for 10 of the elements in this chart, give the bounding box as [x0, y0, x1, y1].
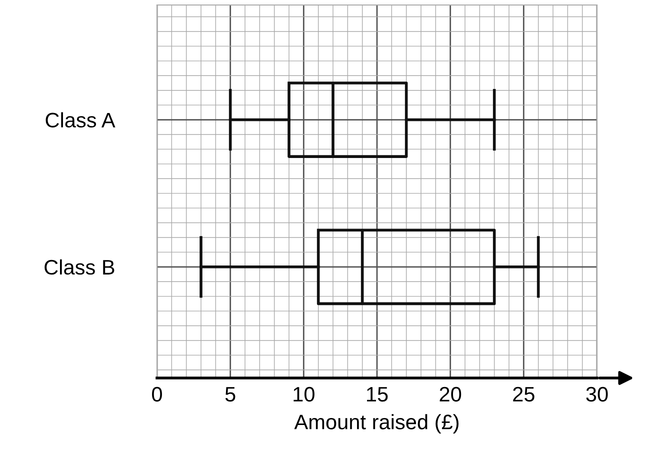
y-tick-label: Class A: [46, 112, 116, 128]
x-tick-label: 5: [225, 387, 236, 402]
x-tick-label: 0: [152, 386, 162, 402]
x-tick-label: 30: [586, 386, 608, 402]
x-axis-title: Amount raised (£): [294, 414, 458, 434]
x-tick-label: 20: [440, 386, 462, 402]
x-tick-label: 10: [294, 386, 314, 402]
x-tick-label: 15: [367, 387, 388, 402]
x-tick-label: 25: [513, 386, 534, 402]
y-tick-label: Class B: [44, 259, 114, 275]
